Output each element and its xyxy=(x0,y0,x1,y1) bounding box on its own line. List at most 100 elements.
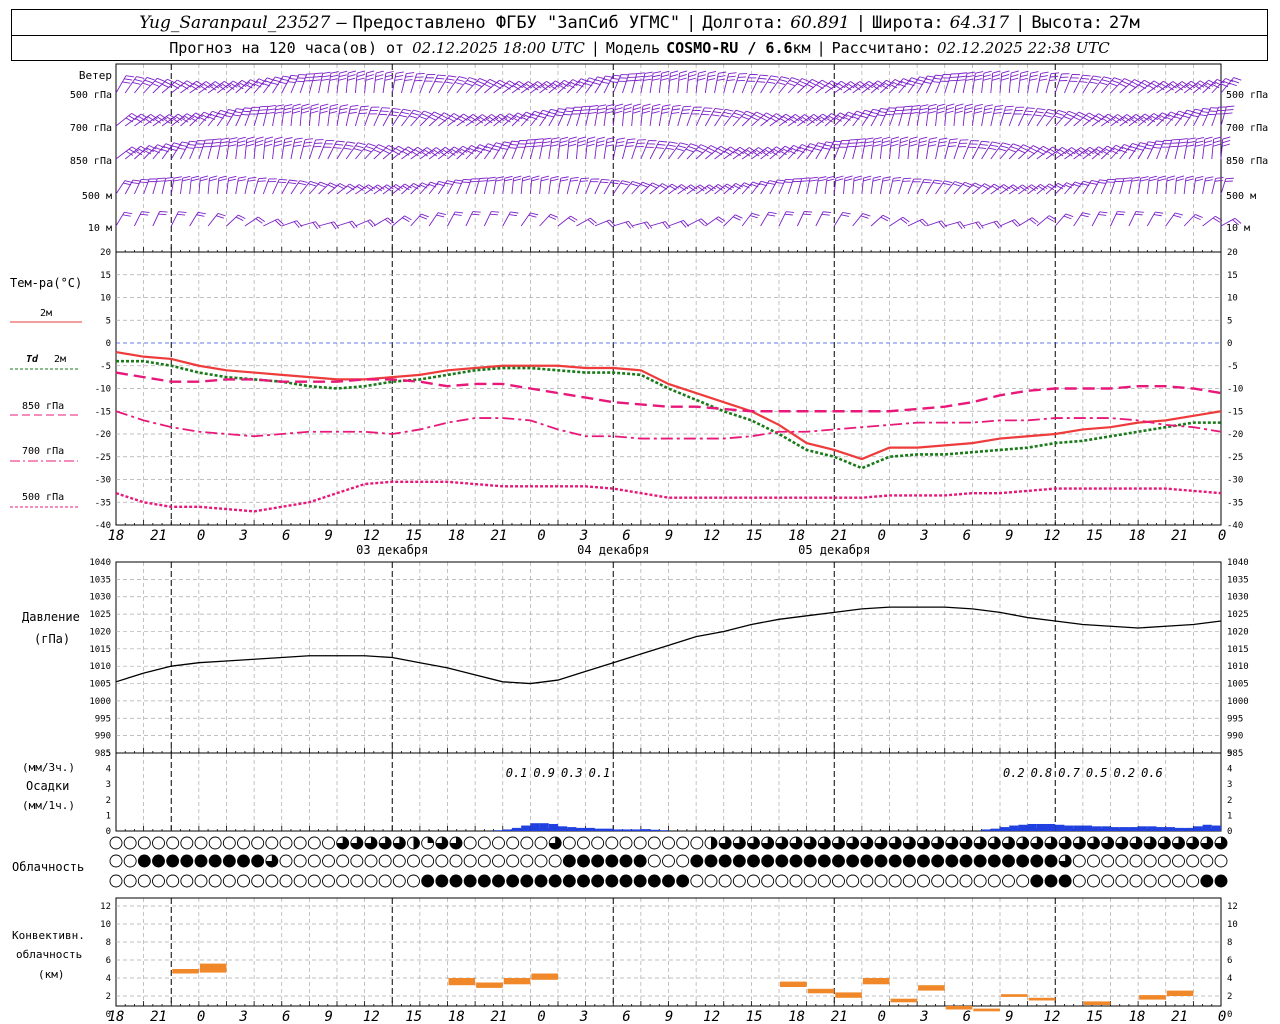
cloud-symbol-fill xyxy=(1059,855,1072,867)
wind-barb-feather xyxy=(555,80,563,86)
pressure-y-tick-left: 1005 xyxy=(89,680,111,690)
cloud-symbol xyxy=(1030,874,1044,888)
wind-barb-feather xyxy=(1131,81,1140,86)
wind-barb-feather xyxy=(954,181,963,185)
wind-barb-feather xyxy=(287,81,296,84)
wind-barb-feather xyxy=(726,79,735,82)
wind-barb-feather xyxy=(340,104,349,107)
wind-barb-feather xyxy=(266,112,275,114)
wind-barb-shaft xyxy=(281,75,292,94)
cloud-symbol xyxy=(647,874,661,888)
wind-barb-shaft xyxy=(143,114,161,127)
cloud-title: Облачность xyxy=(12,860,84,874)
wind-barb-feather xyxy=(680,142,689,146)
wind-barb-feather xyxy=(957,79,966,82)
temp-title: Тем-ра(°C) xyxy=(10,276,82,290)
wind-barb-feather xyxy=(651,78,660,81)
wind-title: Ветер xyxy=(79,69,112,82)
wind-barb-feather xyxy=(1080,214,1089,218)
wind-barb-feather xyxy=(605,144,614,147)
wind-barb-feather xyxy=(1174,212,1183,216)
wind-barb-feather xyxy=(259,105,268,108)
wind-barb-feather xyxy=(487,179,496,182)
wind-barb-shaft xyxy=(391,73,397,94)
wind-barb-feather xyxy=(952,183,961,187)
wind-barb-feather xyxy=(994,108,1003,111)
x-hour-label-bottom: 3 xyxy=(579,1009,588,1024)
wind-barb-feather xyxy=(974,74,983,78)
precip-bar xyxy=(1174,827,1185,831)
cloud-symbol xyxy=(180,854,194,868)
cloud-symbol xyxy=(237,874,250,888)
wind-barb-feather xyxy=(605,111,614,114)
cloud-symbol xyxy=(1129,854,1143,868)
wind-barb-feather xyxy=(1213,140,1222,144)
wind-barb-feather xyxy=(998,148,1007,152)
wind-barb-feather xyxy=(1059,149,1067,155)
wind-barb-feather xyxy=(834,117,842,122)
wind-barb-feather xyxy=(1201,111,1210,114)
wind-barb-feather xyxy=(1099,82,1108,86)
wind-barb-feather xyxy=(1155,140,1165,143)
wind-barb-shaft xyxy=(152,114,170,127)
wind-barb-feather xyxy=(455,211,464,214)
wind-barb-feather xyxy=(476,118,484,124)
wind-barb-feather xyxy=(388,144,396,150)
wind-barb-feather xyxy=(137,148,146,153)
wind-barb-feather xyxy=(1001,74,1010,78)
wind-barb-feather xyxy=(559,143,568,147)
wind-barb-shaft xyxy=(852,139,858,160)
wind-barb-feather xyxy=(644,71,653,74)
wind-barb-feather xyxy=(257,216,265,222)
wind-barb-feather xyxy=(294,141,303,144)
wind-barb-shaft xyxy=(1110,144,1125,160)
wind-barb-feather xyxy=(580,177,589,180)
wind-barb-shaft xyxy=(180,140,190,160)
x-hour-label-bottom: 21 xyxy=(831,1009,848,1024)
wind-barb-feather xyxy=(551,140,560,144)
wind-barb-feather xyxy=(688,70,697,74)
wind-barb-feather xyxy=(581,109,590,111)
wind-barb-feather xyxy=(990,144,999,148)
wind-barb-feather xyxy=(122,81,131,84)
cloud-symbol xyxy=(251,854,265,868)
cloud-symbol-fill xyxy=(435,837,448,849)
wind-barb-feather xyxy=(358,112,367,115)
wind-barb-shaft xyxy=(336,106,341,127)
wind-barb-shaft xyxy=(1211,107,1219,127)
wind-barb-feather xyxy=(1204,179,1213,182)
cloud-symbol xyxy=(208,836,222,850)
wind-barb-feather xyxy=(320,103,329,107)
wind-barb-feather xyxy=(1154,143,1163,146)
conv-y-tick-right: 6 xyxy=(1227,956,1232,966)
wind-barb-feather xyxy=(159,114,167,120)
wind-barb-feather xyxy=(589,108,598,111)
precip-y-tick-right: 1 xyxy=(1227,811,1232,821)
wind-barb-feather xyxy=(248,176,257,179)
wind-barb-shaft xyxy=(262,76,276,94)
wind-barb-feather xyxy=(1031,184,1039,190)
wind-barb-feather xyxy=(264,143,273,147)
wind-barb-feather xyxy=(922,181,931,184)
conv-y-tick-left: 0 xyxy=(106,1010,111,1020)
x-hour-label-bottom: 3 xyxy=(919,1009,928,1024)
wind-barb-feather xyxy=(1040,71,1049,74)
wind-barb-feather xyxy=(122,214,131,217)
wind-barb-feather xyxy=(767,81,776,84)
wind-barb-feather xyxy=(1199,80,1208,86)
wind-barb-feather xyxy=(1202,107,1211,110)
cloud-symbol-fill xyxy=(265,855,278,867)
wind-barb-feather xyxy=(1004,109,1013,111)
conv-bar xyxy=(862,978,890,985)
wind-barb-feather xyxy=(247,81,256,87)
wind-barb-feather xyxy=(601,179,610,181)
wind-barb-feather xyxy=(336,140,345,143)
wind-barb-shaft xyxy=(898,139,901,160)
wind-barb-feather xyxy=(837,114,845,120)
wind-barb-feather xyxy=(301,103,310,107)
wind-barb-feather xyxy=(201,114,209,119)
wind-barb-feather xyxy=(444,81,453,84)
wind-barb-feather xyxy=(922,218,929,226)
wind-barb-feather xyxy=(727,148,735,154)
cloud-symbol xyxy=(520,874,534,888)
